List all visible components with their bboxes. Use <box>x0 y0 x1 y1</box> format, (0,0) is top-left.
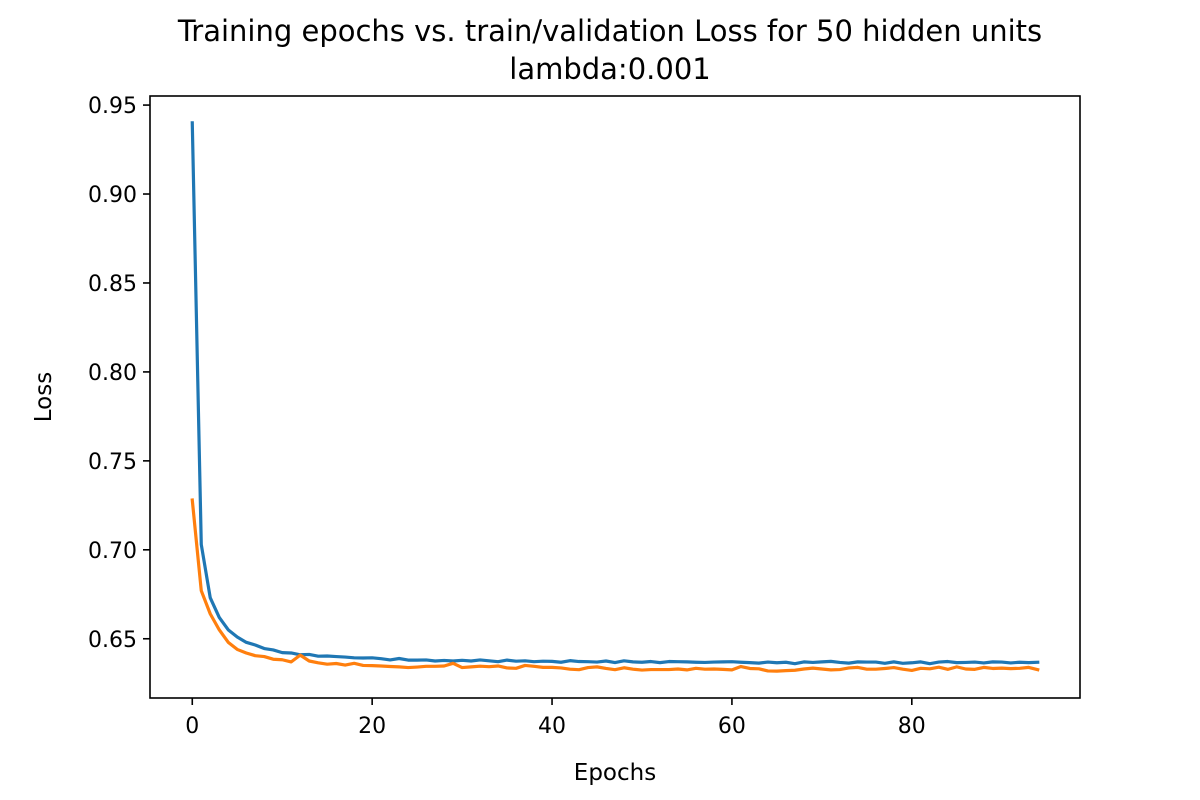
series-line-1 <box>190 121 1040 666</box>
x-tick-label: 60 <box>718 714 746 739</box>
chart-subtitle: lambda:0.001 <box>509 52 710 86</box>
tick-layer: 0 20 40 60 80 0.65 0.70 0.75 0.80 0.85 0.90 0.95 <box>88 94 926 739</box>
x-tick-label: 40 <box>538 714 566 739</box>
series-layer <box>190 121 1040 673</box>
plot-frame <box>149 95 1081 699</box>
x-axis-label: Epochs <box>574 760 656 786</box>
y-tick-label: 0.90 <box>88 183 137 208</box>
x-tick-label: 80 <box>898 714 926 739</box>
x-tick-label: 0 <box>185 714 199 739</box>
y-tick-label: 0.70 <box>88 539 137 564</box>
y-tick-label: 0.65 <box>88 628 137 653</box>
y-axis-label: Loss <box>31 372 57 422</box>
x-tick-label: 20 <box>358 714 386 739</box>
y-tick-label: 0.95 <box>88 94 137 119</box>
y-tick-label: 0.85 <box>88 272 137 297</box>
chart-title: Training epochs vs. train/validation Los… <box>177 14 1042 48</box>
y-tick-label: 0.75 <box>88 450 137 475</box>
y-tick-label: 0.80 <box>88 361 137 386</box>
series-line-2 <box>190 498 1040 673</box>
